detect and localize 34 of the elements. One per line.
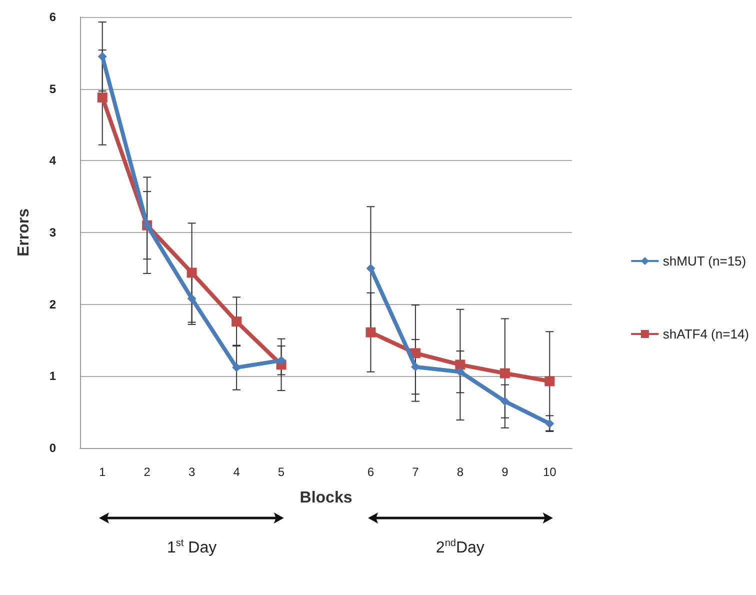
y-tick-label: 6 (49, 10, 56, 24)
y-tick-label: 2 (49, 297, 56, 312)
point (500, 368, 510, 378)
x-tick-label: 1 (99, 465, 106, 479)
y-tick-label: 0 (49, 441, 56, 455)
y-tick-label: 3 (49, 226, 56, 240)
x-tick-label: 7 (412, 465, 420, 479)
x-tick-label: 3 (188, 465, 196, 479)
legend-label: shATF4 (n=14) (662, 326, 750, 342)
point (366, 264, 376, 273)
y-axis-title: Errors (16, 208, 32, 257)
y-tick-label: 1 (49, 369, 56, 384)
point (366, 327, 376, 338)
text: 1$^{st}$ Day (167, 538, 217, 558)
y-tick-label: 5 (49, 82, 56, 96)
x-tick-label: 4 (233, 465, 240, 479)
point (544, 376, 555, 386)
x-tick-label: 9 (502, 465, 509, 479)
point (232, 316, 242, 327)
point (545, 419, 554, 428)
x-tick-label: 2 (144, 465, 151, 479)
point (186, 268, 197, 278)
x-tick-label: 6 (367, 465, 374, 479)
legend-label: shMUT (n=15) (662, 254, 746, 268)
point (187, 294, 196, 304)
x-tick-label: 8 (456, 465, 464, 479)
text: 2$^{nd}$Day (436, 538, 484, 558)
point (97, 92, 108, 102)
x-tick-label: 5 (278, 465, 285, 479)
x-axis-title: Blocks (300, 490, 352, 506)
x-tick-label: 10 (542, 465, 557, 479)
point (455, 360, 466, 370)
point (500, 396, 510, 406)
y-tick-label: 4 (49, 154, 56, 168)
